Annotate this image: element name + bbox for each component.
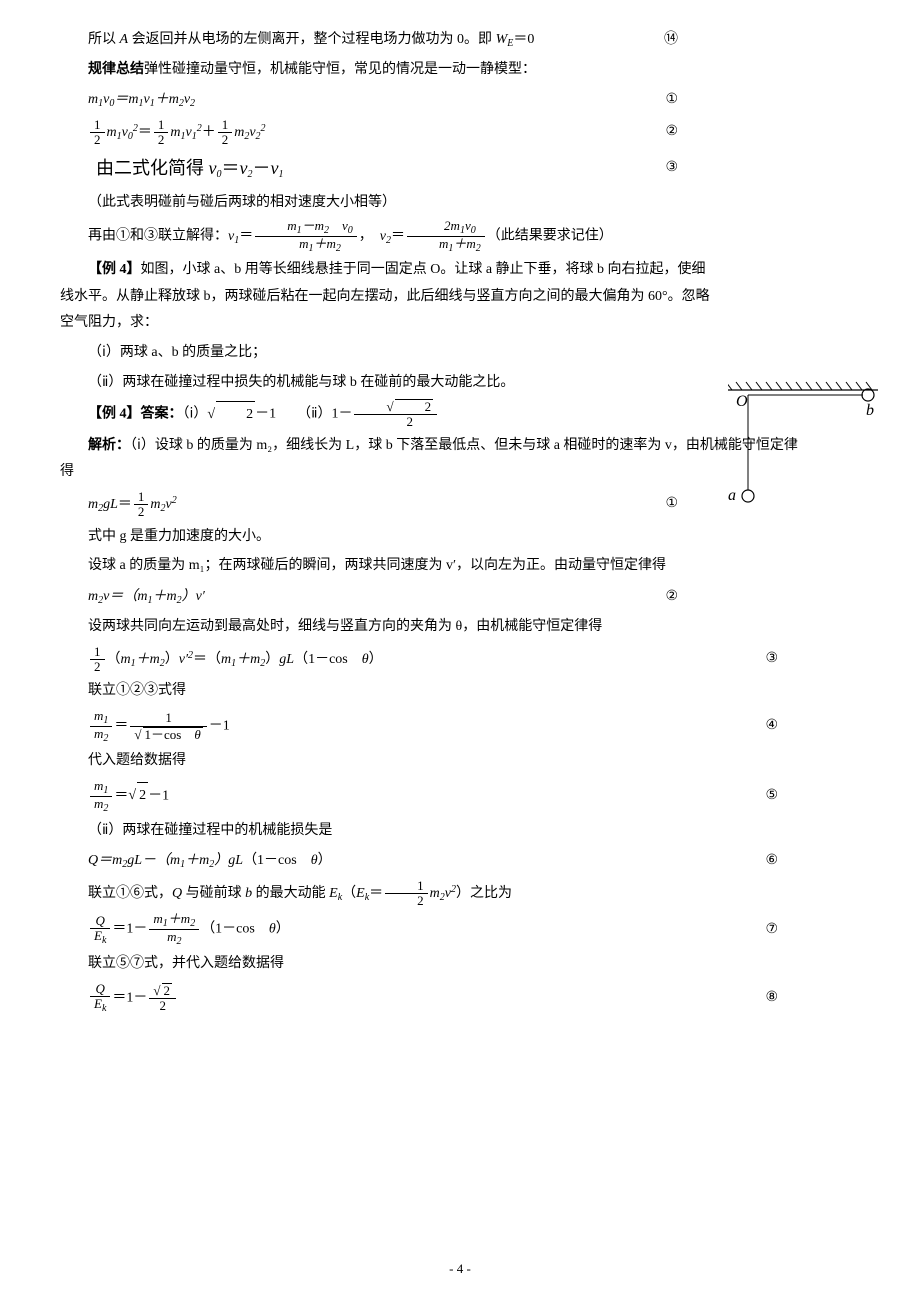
mark-1: ① xyxy=(665,87,878,114)
question-i: （ⅰ）两球 a、b 的质量之比； xyxy=(60,340,708,367)
theta-intro: 设两球共同向左运动到最高处时，细线与竖直方向的夹角为 θ，由机械能守恒定律得 xyxy=(60,614,878,641)
rule-summary: 规律总结弹性碰撞动量守恒，机械能守恒，常见的情况是一动一静模型： xyxy=(60,57,878,84)
mark-2b: ② xyxy=(665,584,878,611)
example-4-problem: 【例 4】如图，小球 a、b 用等长细线悬挂于同一固定点 O。让球 a 静止下垂… xyxy=(60,257,718,337)
rule-rest: 弹性碰撞动量守恒，机械能守恒，常见的情况是一动一静模型： xyxy=(144,62,536,77)
pendulum-diagram: O b a xyxy=(728,380,878,510)
a-mass-line: 设球 a 的质量为 m₁；在两球碰后的瞬间，两球共同速度为 v′，以向左为正。由… xyxy=(60,553,878,580)
ex4-body: 如图，小球 a、b 用等长细线悬挂于同一固定点 O。让球 a 静止下垂，将球 b… xyxy=(60,262,710,330)
combine-123: 联立①②③式得 xyxy=(60,678,878,705)
equation-8: QEk＝1－22 ⑧ xyxy=(88,982,878,1014)
equation-Q: Q＝m2gL－（m1＋m2）gL（1－cos θ） ⑥ xyxy=(88,848,878,875)
mark-3b: ③ xyxy=(765,646,878,673)
equation-ratio: m1m2＝11－cos θ－1 ④ xyxy=(88,709,878,744)
intro-line: 所以 A 会返回并从电场的左侧离开，整个过程电场力做功为 0。即 WE＝0 ⑭ xyxy=(60,27,878,54)
part-ii: （ⅱ）两球在碰撞过程中的机械能损失是 xyxy=(60,818,878,845)
jiexi-body: （ⅰ）设球 b 的质量为 m₂，细线长为 L，球 b 下落至最低点、但未与球 a… xyxy=(60,438,798,480)
g-note: 式中 g 是重力加速度的大小。 xyxy=(60,524,878,551)
diagram-b-label: b xyxy=(866,402,874,419)
equation-3: 由二式化简得 v0＝v2－v1 ③ xyxy=(96,151,878,185)
v1v2-result: 再由①和③联立解得：v1＝m1－m2 v0m1＋m2， v2＝2m1v0m1＋m… xyxy=(60,219,878,254)
mark-6: ⑥ xyxy=(765,848,878,875)
mark-3: ③ xyxy=(665,155,878,182)
sub-data: 代入题给数据得 xyxy=(60,748,878,775)
mark-7: ⑦ xyxy=(765,917,878,944)
diagram-a-label: a xyxy=(728,487,736,504)
combine-16: 联立①⑥式，Q 与碰前球 b 的最大动能 Ek（Ek＝12m2v2）之比为 xyxy=(60,879,878,909)
diagram-o-label: O xyxy=(736,393,748,410)
ex4-bold: 【例 4】 xyxy=(88,262,141,277)
equation-2: 12m1v02＝12m1v12＋12m2v22 ② xyxy=(88,118,878,148)
equation-5: m1m2＝2－1 ⑤ xyxy=(88,779,878,814)
equation-momentum: m2v＝（m1＋m2）v′ ② xyxy=(88,584,878,611)
equation-theta: 12（m1＋m2）v′2＝（m1＋m2）gL（1－cos θ） ③ xyxy=(88,645,878,675)
equation-7: QEk＝1－m1＋m2m2（1－cos θ） ⑦ xyxy=(88,912,878,947)
question-ii: （ⅱ）两球在碰撞过程中损失的机械能与球 b 在碰前的最大动能之比。 xyxy=(60,370,708,397)
equation-1: m1v0＝m1v1＋m2v2 ① xyxy=(88,87,878,114)
relative-note: （此式表明碰前与碰后两球的相对速度大小相等） xyxy=(60,190,878,217)
mark-4: ④ xyxy=(765,713,878,740)
mark-14: ⑭ xyxy=(636,27,878,54)
ans-bold: 【例 4】答案： xyxy=(88,407,183,422)
mark-8: ⑧ xyxy=(765,985,878,1012)
combine-57: 联立⑤⑦式，并代入题给数据得 xyxy=(60,951,878,978)
rule-bold: 规律总结 xyxy=(88,62,144,77)
page-footer: - 4 - xyxy=(0,1257,920,1282)
mark-2: ② xyxy=(665,119,878,146)
jiexi-bold: 解析： xyxy=(88,438,130,453)
jiexi-line: 解析：（ⅰ）设球 b 的质量为 m₂，细线长为 L，球 b 下落至最低点、但未与… xyxy=(60,433,798,486)
mark-5: ⑤ xyxy=(765,783,878,810)
